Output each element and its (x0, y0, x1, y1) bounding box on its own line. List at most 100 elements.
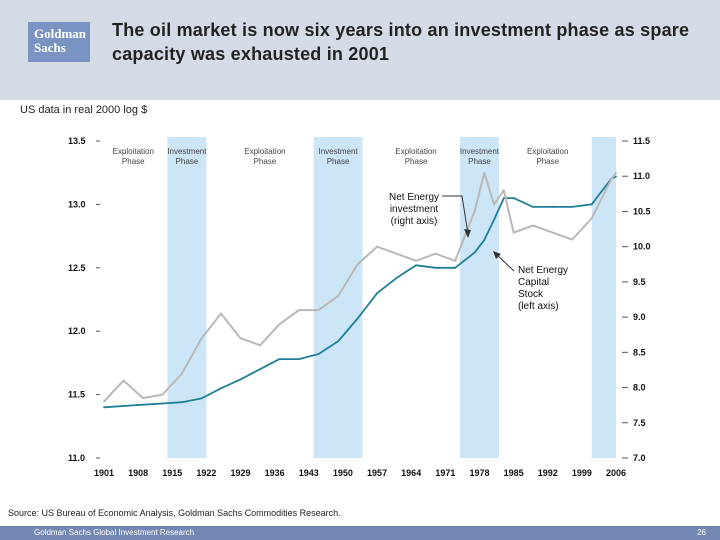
phase-label-5-line-2: Phase (405, 157, 428, 166)
annotation-capital-line-4: (left axis) (518, 301, 559, 312)
capital-stock-point (181, 401, 183, 404)
phase-label-1-line-2: Phase (122, 157, 145, 166)
x-tick-label: 1943 (299, 468, 319, 478)
footer-bar: Goldman Sachs Global Investment Research… (0, 526, 720, 540)
phase-label-1-line-1: Exploitation (113, 147, 154, 156)
annotation-investment-line-3: (right axis) (391, 216, 438, 227)
capital-stock-point (337, 340, 339, 343)
annotation-investment-line-2: investment (390, 204, 439, 215)
left-tick-label: 11.5 (68, 390, 85, 400)
annotation-investment-pointer (442, 195, 469, 235)
left-tick-label: 12.5 (68, 263, 86, 273)
x-tick-label: 1978 (469, 468, 489, 478)
annotation-capital-line-2: Capital (518, 277, 549, 288)
investment-point (532, 224, 535, 227)
investment-point (610, 178, 613, 181)
investment-point (239, 337, 242, 340)
investment-point (473, 210, 476, 213)
investment-band-1 (167, 137, 207, 458)
investment-point (317, 309, 320, 311)
capital-stock-point (551, 206, 554, 208)
investment-point (161, 393, 164, 396)
investment-point (356, 263, 359, 266)
slide-title: The oil market is now six years into an … (112, 20, 690, 64)
logo-line-2: Sachs (34, 40, 66, 55)
investment-point (590, 217, 593, 220)
phase-label-5-line-1: Exploitation (395, 147, 436, 156)
capital-stock-point (376, 292, 378, 295)
capital-stock-point (317, 353, 320, 355)
capital-stock-point (571, 206, 574, 208)
capital-stock-point (395, 277, 398, 279)
investment-point (298, 309, 300, 311)
right-tick-label: 10.5 (633, 206, 651, 216)
capital-stock-point (532, 206, 535, 208)
phase-label-2-line-2: Phase (176, 157, 199, 166)
investment-point (142, 397, 144, 400)
phase-label-6-line-1: Investment (460, 147, 500, 156)
capital-stock-point (259, 368, 261, 371)
capital-stock-point (590, 203, 593, 206)
investment-band-4 (591, 137, 616, 458)
investment-point (278, 323, 281, 326)
x-tick-label: 1908 (128, 468, 148, 478)
capital-stock-point (434, 266, 437, 269)
investment-band-2 (313, 137, 363, 458)
x-tick-label: 2006 (606, 468, 626, 478)
right-tick-label: 10.0 (633, 242, 651, 252)
annotation-capital-arrowhead (493, 251, 501, 259)
capital-stock-line (103, 175, 617, 409)
right-axis-ticks: 11.5 11.0 10.5 10.0 9.5 9.0 8.5 8.0 7.5 7.0 (622, 136, 651, 463)
annotation-investment-arrowhead (464, 229, 471, 238)
capital-stock-point (161, 402, 164, 405)
capital-stock-point (502, 197, 505, 199)
phase-bands (167, 137, 616, 458)
right-tick-label: 8.5 (633, 347, 646, 357)
chart-subtitle: US data in real 2000 log $ (20, 104, 148, 116)
left-tick-label: 11.0 (68, 453, 85, 463)
goldman-sachs-logo: Goldman Sachs (28, 22, 90, 62)
phase-label-7-line-1: Exploitation (527, 147, 568, 156)
capital-stock-point (220, 387, 222, 390)
x-tick-label: 1915 (162, 468, 182, 478)
annotation-capital-line-3: Stock (518, 289, 544, 300)
investment-band-3 (459, 137, 499, 458)
investment-point (103, 400, 105, 403)
x-tick-label: 1957 (367, 468, 387, 478)
phase-label-6-line-2: Phase (468, 157, 491, 166)
left-tick-label: 12.0 (68, 326, 86, 336)
investment-point (571, 238, 574, 241)
capital-stock-point (356, 317, 359, 320)
capital-stock-point (512, 197, 515, 199)
capital-stock-point (239, 378, 242, 381)
investment-point (181, 372, 183, 375)
capital-stock-point (473, 251, 476, 254)
x-tick-label: 1929 (231, 468, 251, 478)
phase-label-4-line-1: Investment (318, 147, 358, 156)
capital-stock-point (122, 405, 125, 407)
investment-point (376, 245, 378, 248)
capital-stock-point (103, 406, 105, 409)
footer-left-text: Goldman Sachs Global Investment Research (34, 528, 195, 537)
capital-stock-point (615, 175, 617, 178)
phase-label-3-line-1: Exploitation (244, 147, 285, 156)
investment-point (454, 259, 456, 262)
phase-label-3-line-2: Phase (254, 157, 277, 166)
investment-point (395, 252, 398, 255)
phase-labels: ExploitationPhaseInvestmentPhaseExploita… (113, 147, 569, 166)
left-tick-label: 13.0 (68, 199, 86, 209)
right-tick-label: 9.5 (633, 277, 646, 287)
x-tick-label: 1985 (504, 468, 524, 478)
phase-label-2-line-1: Investment (167, 147, 207, 156)
x-tick-label: 1936 (265, 468, 285, 478)
investment-point (493, 203, 495, 206)
capital-stock-point (454, 266, 456, 269)
investment-point (337, 295, 339, 297)
x-tick-label: 1999 (572, 468, 592, 478)
right-tick-label: 8.0 (633, 383, 646, 393)
investment-point (200, 337, 203, 340)
x-tick-label: 1950 (333, 468, 353, 478)
oil-investment-chart: ExploitationPhaseInvestmentPhaseExploita… (68, 136, 651, 478)
investment-line (103, 171, 617, 403)
